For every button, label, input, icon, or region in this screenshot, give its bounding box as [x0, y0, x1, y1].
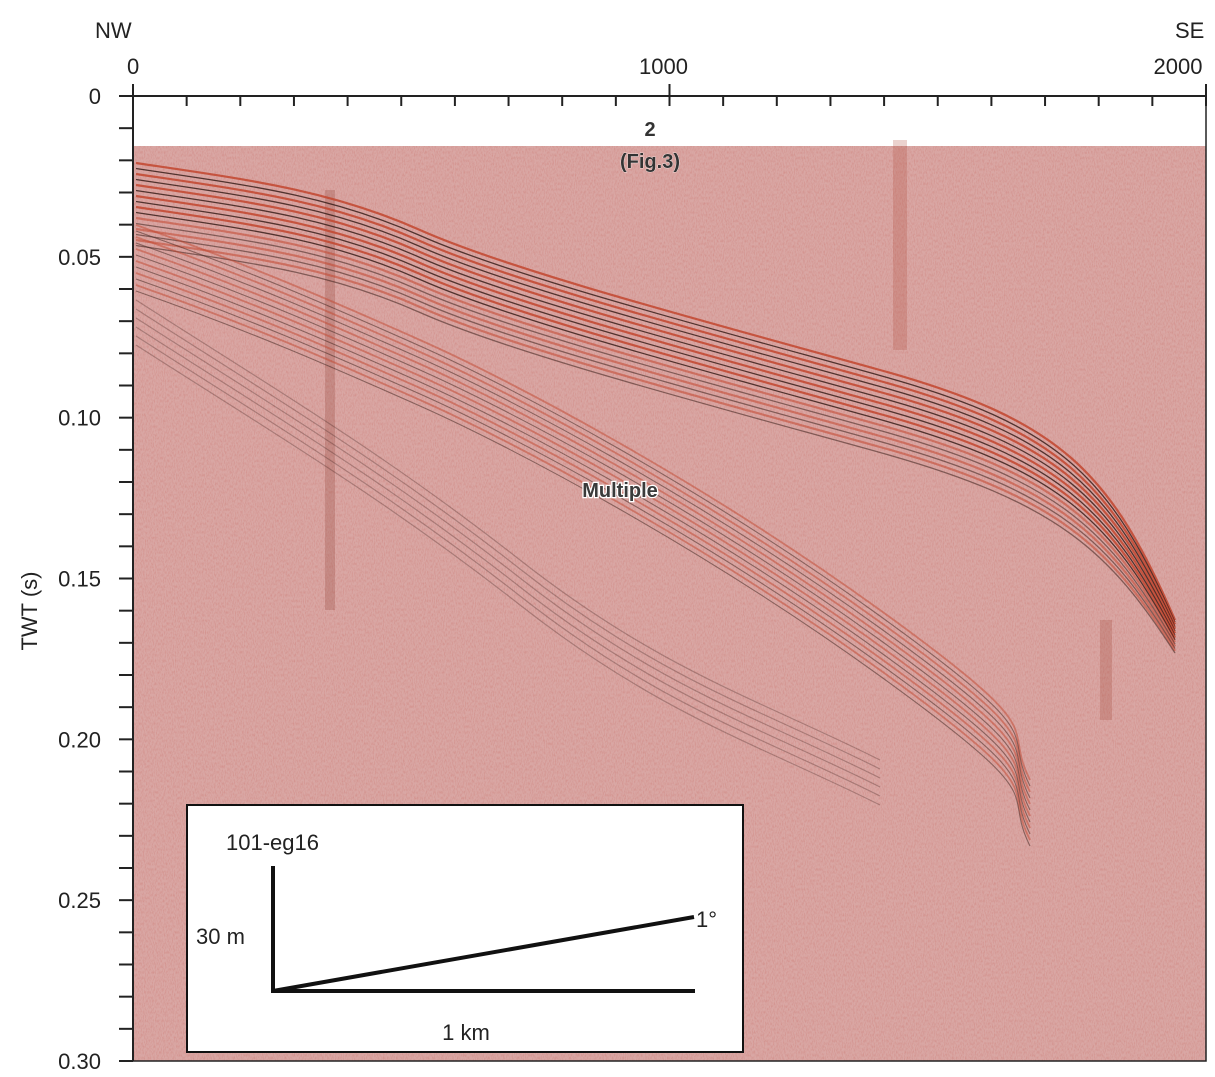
x-axis: 0 1000 2000 [127, 54, 1207, 106]
deep-reflector-line [135, 317, 881, 779]
x-tick-label: 1000 [639, 54, 688, 79]
multiple-reflector-line [135, 272, 1031, 829]
reflector-line [135, 161, 1177, 621]
inset-frame [186, 804, 744, 1053]
y-axis: 0 0.05 0.10 0.15 0.20 0.25 0.30 [58, 84, 134, 1074]
reflector-line [135, 238, 1176, 652]
multiple-reflector-line [135, 284, 1031, 841]
deep-reflector-line [135, 299, 881, 761]
multiple-reflector-line [135, 242, 1031, 799]
deep-reflector-line [135, 344, 881, 806]
reflector-line [135, 189, 1176, 632]
y-tick-label: 0.30 [58, 1049, 101, 1074]
reflector-line [135, 167, 1176, 623]
deep-reflector-line [135, 326, 881, 788]
multiple-reflector-line [135, 236, 1031, 793]
reflector-line [135, 205, 1176, 639]
reflector-line [135, 194, 1176, 634]
reflector-line [135, 211, 1176, 641]
slope-line [272, 915, 695, 993]
multiple-label: Multiple [582, 480, 658, 502]
nw-direction-label: NW [95, 18, 132, 43]
y-tick-label: 0.10 [58, 406, 101, 431]
inset-line-name: 101-eg16 [226, 830, 319, 855]
reflector-line [135, 200, 1176, 636]
multiple-reflector-line [135, 224, 1031, 781]
y-tick-label: 0.05 [58, 245, 101, 270]
multiple-reflector-line [135, 290, 1031, 847]
reflector-line [135, 222, 1176, 645]
y-tick-label: 0.15 [58, 567, 101, 592]
reflector-line [135, 227, 1176, 647]
reflector-bundle [135, 161, 1177, 847]
reflector-line [135, 183, 1176, 630]
horizontal-scale-label: 1 km [442, 1020, 490, 1045]
vertical-noise-streaks [325, 140, 1112, 720]
site-marker-reference: (Fig.3) [620, 151, 680, 173]
x-tick-label: 2000 [1154, 54, 1203, 79]
reflector-line [135, 172, 1177, 625]
reflector-line [135, 244, 1176, 654]
site-marker-number: 2 [644, 119, 655, 141]
multiple-reflector-line [135, 266, 1031, 823]
multiple-reflector-line [135, 254, 1031, 811]
scale-inset: 101-eg16 30 m 1 km 1° [186, 804, 744, 1053]
reflector-line [135, 233, 1176, 649]
se-direction-label: SE [1175, 18, 1205, 43]
vertical-scale-label: 30 m [196, 924, 245, 949]
multiple-reflector-line [135, 260, 1031, 817]
reflector-line [135, 178, 1176, 627]
y-tick-label: 0.25 [58, 888, 101, 913]
x-tick-label: 0 [127, 54, 139, 79]
y-tick-label: 0.20 [58, 727, 101, 752]
y-tick-label: 0 [89, 84, 101, 109]
angle-label: 1° [696, 907, 717, 932]
deep-reflector-line [135, 308, 881, 770]
reflector-line [135, 216, 1176, 643]
deep-reflector-line [135, 335, 881, 797]
multiple-reflector-line [135, 230, 1031, 787]
multiple-reflector-line [135, 248, 1031, 805]
multiple-reflector-line [135, 278, 1031, 835]
